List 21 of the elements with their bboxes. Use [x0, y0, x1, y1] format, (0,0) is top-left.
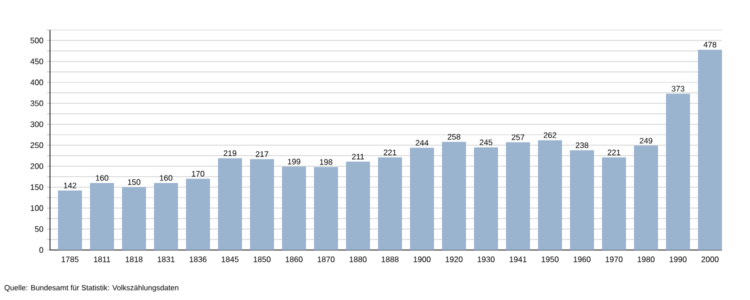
bar: [250, 159, 274, 250]
bar: [186, 178, 210, 250]
bar: [634, 146, 658, 250]
bar: [666, 94, 690, 250]
bar: [58, 190, 82, 250]
bar: [314, 167, 338, 250]
bar: [602, 157, 626, 250]
bar: [474, 147, 498, 250]
bar: [122, 187, 146, 250]
bar: [218, 158, 242, 250]
bar: [442, 142, 466, 250]
bar: [410, 148, 434, 250]
bar: [378, 157, 402, 250]
bar: [154, 182, 178, 250]
bar: [698, 50, 722, 250]
bar: [282, 166, 306, 250]
bar: [506, 142, 530, 250]
bar: [538, 140, 562, 250]
bar: [570, 150, 594, 250]
bar: [346, 162, 370, 250]
bar: [90, 182, 114, 250]
